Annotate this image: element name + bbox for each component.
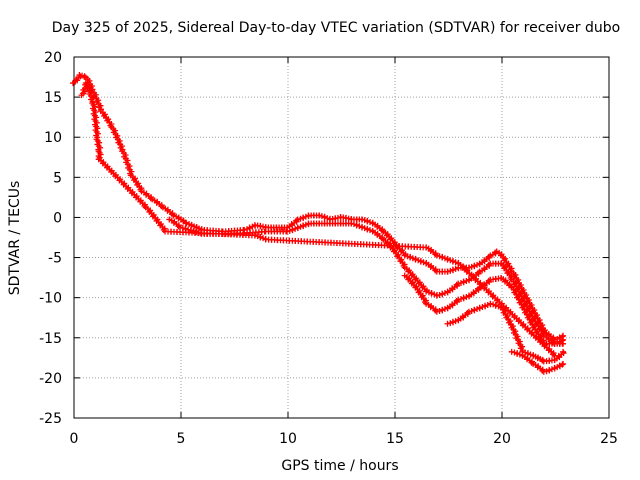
data-point (444, 256, 451, 263)
data-point (449, 318, 456, 325)
data-point (251, 232, 258, 239)
data-point (455, 280, 462, 287)
y-tick-label: -15 (39, 331, 62, 347)
data-point (364, 226, 371, 233)
data-point (476, 304, 483, 311)
data-point (284, 228, 290, 235)
data-point (449, 266, 456, 273)
x-tick-label: 20 (493, 431, 511, 447)
data-point (294, 216, 301, 223)
data-point (364, 218, 371, 225)
y-tick-label: 5 (53, 170, 62, 186)
data-point (401, 252, 408, 259)
data-point (559, 337, 566, 344)
data-point (358, 224, 365, 231)
y-tick-label: -10 (39, 291, 62, 307)
y-tick-label: 15 (44, 90, 62, 106)
data-point (423, 288, 430, 295)
data-point (348, 220, 355, 227)
data-point (300, 222, 307, 229)
x-tick-label: 0 (70, 431, 79, 447)
data-point (428, 290, 435, 297)
tick-labels: 0 5 10 15 20 25 20 15 10 5 0 -5 -10 -15 -20 -25 (39, 50, 618, 447)
data-point (560, 360, 567, 367)
x-tick-label: 10 (279, 431, 297, 447)
axes (73, 56, 610, 419)
data-point (439, 254, 446, 261)
y-tick-label: 20 (44, 50, 62, 66)
data-point (439, 306, 446, 313)
plot-border (73, 56, 610, 419)
y-tick-label: -5 (48, 251, 62, 267)
series-track-e (508, 348, 567, 375)
data-point (492, 302, 499, 309)
data-point (439, 290, 446, 297)
data-point (540, 368, 547, 375)
data-point (546, 366, 553, 373)
data-point (321, 214, 328, 221)
series-outliers (78, 80, 558, 359)
x-tick-label: 25 (600, 431, 618, 447)
grid-lines (74, 57, 609, 418)
data-point (471, 306, 478, 313)
data-point (560, 336, 567, 343)
data-point (556, 338, 563, 345)
data-point (417, 258, 424, 265)
data-point (433, 308, 440, 315)
y-tick-label: -20 (39, 371, 62, 387)
data-point (556, 362, 563, 369)
data-point (444, 268, 451, 275)
x-tick-label: 5 (177, 431, 186, 447)
data-point (294, 224, 301, 231)
data-point (433, 292, 440, 299)
data-point (551, 352, 558, 359)
data-point (74, 77, 81, 84)
data-point (289, 226, 296, 233)
data-point (465, 308, 472, 315)
data-point (551, 364, 558, 371)
data-point (257, 234, 264, 241)
series-track-d (444, 300, 567, 365)
chart-title: Day 325 of 2025, Sidereal Day-to-day VTE… (52, 20, 620, 36)
data-point (407, 254, 414, 261)
y-tick-label: 10 (44, 130, 62, 146)
x-axis-label: GPS time / hours (281, 458, 398, 474)
data-point (514, 350, 521, 357)
data-point (300, 214, 307, 221)
data-point (412, 256, 419, 263)
data-point (560, 348, 567, 355)
data-point (449, 258, 456, 265)
data-point (183, 220, 190, 227)
data-point (460, 294, 467, 301)
data-point (391, 247, 398, 254)
y-axis-label: SDTVAR / TECUs (7, 181, 23, 296)
data-point (358, 216, 365, 223)
data-point (353, 222, 360, 229)
data-point (559, 361, 566, 368)
data-point (487, 300, 494, 307)
data-point (413, 283, 420, 290)
data-point (433, 252, 440, 259)
data-point (246, 224, 253, 231)
series-track-a (70, 72, 567, 343)
x-tick-label: 15 (386, 431, 404, 447)
data-point (551, 340, 558, 347)
series-track-c (401, 272, 567, 347)
data-point (508, 348, 515, 355)
data-point (316, 212, 323, 219)
data-point (471, 262, 478, 269)
data-points (70, 72, 567, 375)
y-tick-label: -25 (39, 411, 62, 427)
data-point (444, 320, 451, 327)
y-tick-label: 0 (53, 210, 62, 226)
data-point (455, 296, 462, 303)
data-point (481, 302, 488, 309)
data-point (460, 278, 467, 285)
